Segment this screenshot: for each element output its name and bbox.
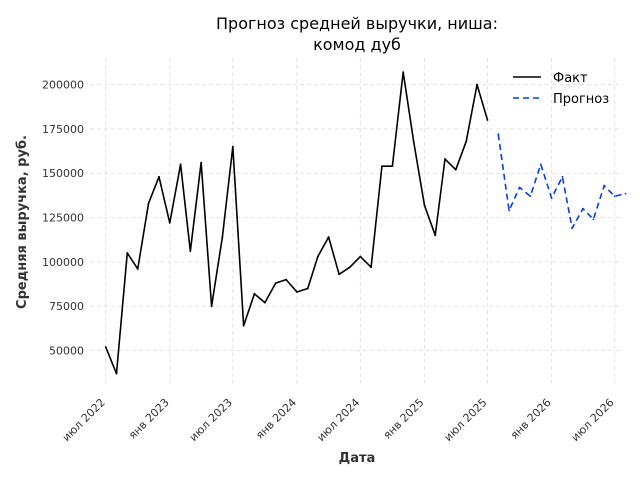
series-0-point-28 <box>402 71 405 74</box>
legend-label-fact: Факт <box>553 71 588 86</box>
y-tick-label-3: 125000 <box>42 212 84 225</box>
series-0-point-13 <box>242 324 245 327</box>
series-0-point-6 <box>168 221 171 224</box>
x-tick-label-3: янв 2024 <box>253 396 299 442</box>
chart-title-line2: комод дуб <box>313 35 401 54</box>
series-0-point-0 <box>104 346 107 348</box>
series-0-point-22 <box>338 273 340 276</box>
series-0-point-20 <box>316 255 319 258</box>
legend: Факт Прогноз <box>513 71 609 107</box>
y-tick-label-0: 50000 <box>49 345 84 358</box>
series-0-point-12 <box>231 145 234 148</box>
series-0-point-19 <box>306 287 309 290</box>
series-0-point-5 <box>158 175 160 178</box>
series-1-point-6 <box>561 175 564 178</box>
series-0-point-31 <box>434 234 437 237</box>
series-0-point-25 <box>370 266 373 269</box>
series-0-point-36 <box>486 119 489 121</box>
series-0-point-26 <box>381 165 383 168</box>
series-1-point-0 <box>497 133 500 136</box>
series-0-point-24 <box>359 255 362 258</box>
series-0-point-1 <box>115 372 118 375</box>
x-tick-label-0: июл 2022 <box>60 396 108 444</box>
series-0-point-15 <box>263 301 266 304</box>
chart-title-line1: Прогноз средней выручки, ниша: <box>216 14 498 33</box>
x-tick-label-5: янв 2025 <box>381 396 427 442</box>
x-tick-label-6: июл 2025 <box>442 396 490 444</box>
series-line-1 <box>497 134 626 230</box>
series-0-point-11 <box>221 236 224 238</box>
series-0-point-18 <box>296 291 298 293</box>
series-1-point-2 <box>518 186 521 189</box>
series-1-point-3 <box>529 195 532 198</box>
series-1-point-8 <box>582 207 584 210</box>
series-0-point-10 <box>210 305 213 308</box>
series-1-point-9 <box>592 218 595 221</box>
series-0-point-32 <box>444 158 446 160</box>
series-0-point-8 <box>189 250 192 253</box>
series-0-point-34 <box>465 140 468 143</box>
y-axis-ticks: 50000 75000 100000 125000 150000 175000 200000 <box>42 79 84 358</box>
y-tick-label-4: 150000 <box>42 167 84 180</box>
series-1-point-5 <box>550 197 553 199</box>
series-0-point-3 <box>136 268 139 270</box>
series-0-point-30 <box>423 204 426 207</box>
series-1-point-12 <box>624 192 627 195</box>
series-0-point-4 <box>147 202 150 205</box>
y-axis-label: Средняя выручка, руб. <box>15 135 30 309</box>
y-tick-label-2: 100000 <box>42 256 84 269</box>
x-axis-ticks: июл 2022 янв 2023 июл 2023 янв 2024 июл 2024… <box>60 396 617 444</box>
y-tick-label-1: 75000 <box>49 300 84 313</box>
x-axis-label: Дата <box>339 451 376 466</box>
series-0-point-17 <box>285 278 288 281</box>
series-0-point-16 <box>274 282 277 285</box>
x-tick-label-2: июл 2023 <box>187 396 235 444</box>
series <box>104 71 627 375</box>
series-0-point-29 <box>412 140 415 143</box>
y-tick-label-6: 200000 <box>42 79 84 92</box>
series-0-point-14 <box>253 292 256 295</box>
series-0-point-9 <box>200 161 203 164</box>
x-tick-label-1: янв 2023 <box>126 396 172 442</box>
series-0-point-27 <box>391 165 394 168</box>
series-0-point-2 <box>126 252 129 254</box>
series-0-point-35 <box>476 83 478 86</box>
series-1-point-4 <box>539 163 542 166</box>
x-tick-label-4: июл 2024 <box>314 396 362 444</box>
series-0-point-23 <box>348 266 351 269</box>
series-1-point-11 <box>613 195 616 198</box>
y-tick-label-5: 175000 <box>42 123 84 136</box>
x-tick-label-7: янв 2026 <box>508 396 554 442</box>
series-1-point-7 <box>571 227 574 230</box>
series-1-point-10 <box>603 184 606 187</box>
series-1-point-1 <box>508 209 510 212</box>
series-0-point-33 <box>454 168 457 171</box>
series-0-point-21 <box>327 236 330 238</box>
x-tick-label-8: июл 2026 <box>569 396 617 444</box>
legend-label-forecast: Прогноз <box>553 92 609 107</box>
series-0-point-7 <box>179 163 182 166</box>
